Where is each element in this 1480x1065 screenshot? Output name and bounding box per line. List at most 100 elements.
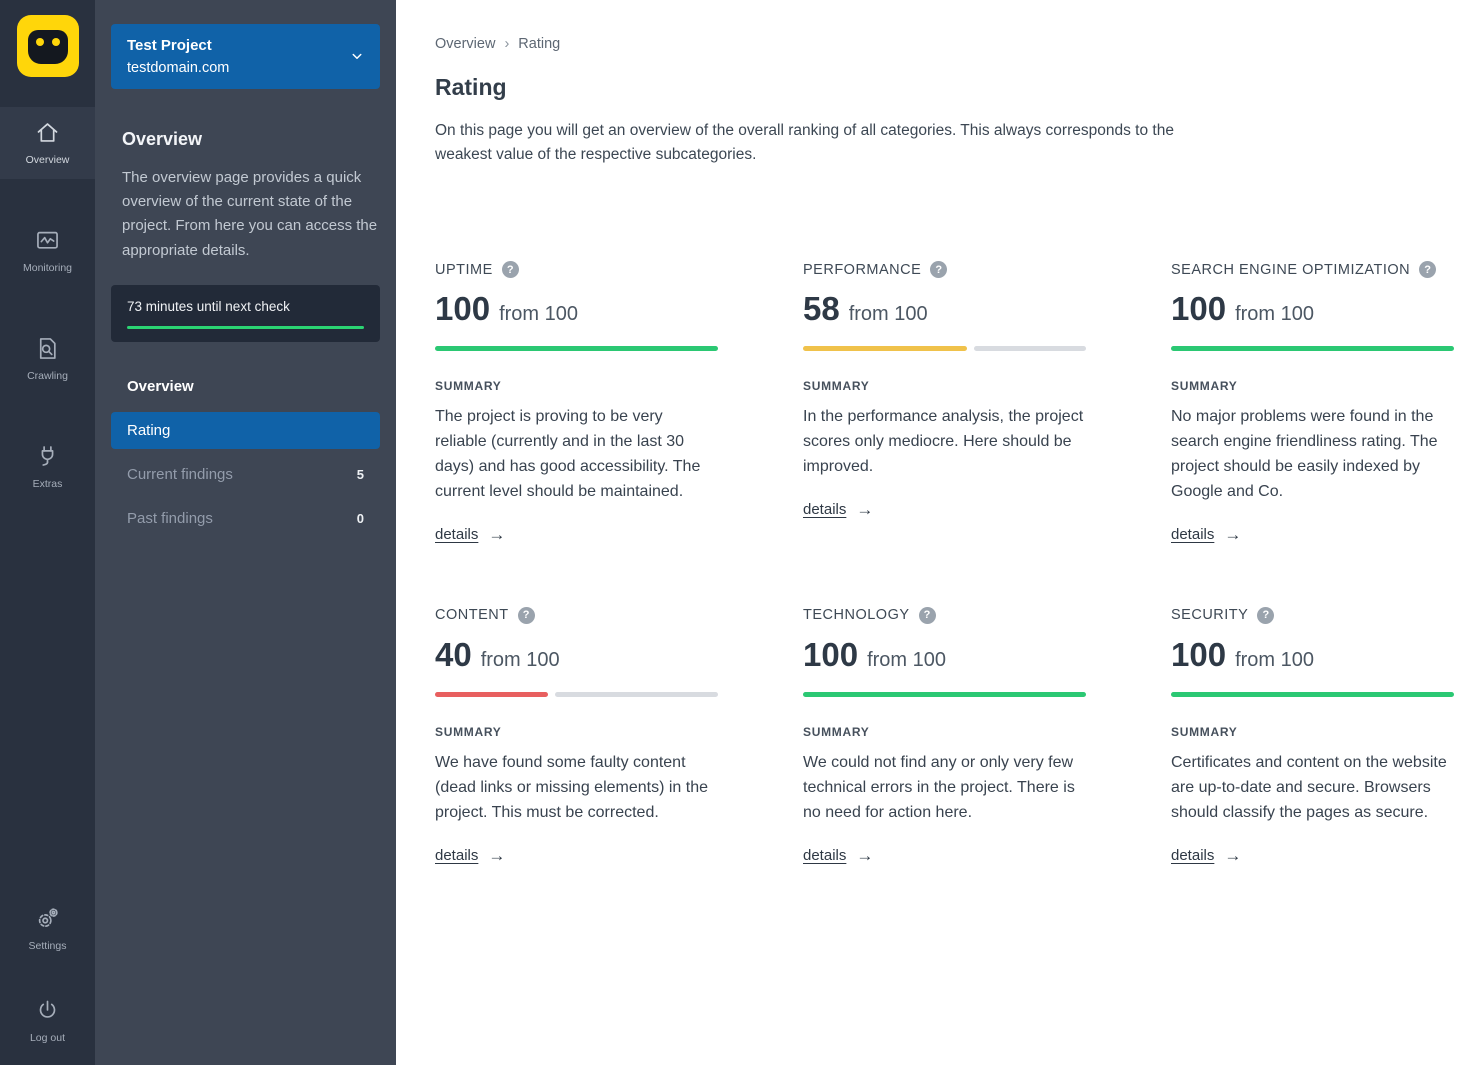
details-link[interactable]: details → (803, 845, 874, 865)
app-logo[interactable] (16, 15, 79, 77)
summary-text: Certificates and content on the website … (1171, 753, 1447, 821)
score-progress-bar (1171, 346, 1454, 352)
menu-item-label: Current findings (127, 465, 233, 483)
rating-card-performance: PERFORMANCE ? 58 from 100 SUMMARY In the… (803, 261, 1086, 545)
next-check-card: 73 minutes until next check (111, 284, 380, 342)
sidebar-item-extras[interactable]: Extras (0, 431, 95, 503)
summary-text: The project is proving to be very reliab… (435, 408, 701, 500)
details-link[interactable]: details → (1171, 845, 1242, 865)
details-link[interactable]: details → (435, 845, 506, 865)
card-title: CONTENT (435, 607, 509, 624)
count-badge: 0 (356, 510, 364, 526)
menu-item-current-findings[interactable]: Current findings 5 (111, 456, 380, 493)
sidebar-item-label: Extras (32, 478, 63, 490)
monitoring-icon (34, 227, 61, 254)
summary-text: We could not find any or only very few t… (803, 753, 1075, 821)
next-check-progress-bar (127, 325, 364, 329)
sidebar-item-overview[interactable]: Overview (0, 107, 95, 179)
project-sidebar: Test Project testdomain.com Overview The… (95, 0, 396, 1065)
arrow-right-icon: → (488, 524, 506, 544)
score-denominator: from 100 (867, 648, 946, 671)
help-icon[interactable]: ? (930, 261, 948, 279)
rail-bottom: Settings Log out (0, 893, 95, 1065)
score-progress-bar (435, 691, 718, 697)
summary-label: SUMMARY (1171, 724, 1238, 739)
summary-label: SUMMARY (1171, 379, 1238, 394)
project-name: Test Project (127, 37, 212, 54)
summary-text: We have found some faulty content (dead … (435, 753, 709, 821)
chevron-down-icon (348, 47, 366, 65)
arrow-right-icon: → (1224, 524, 1242, 544)
menu-item-label: Past findings (127, 509, 213, 527)
card-title: SECURITY (1171, 607, 1249, 624)
score-value: 100 (1171, 635, 1227, 673)
menu-item-overview[interactable]: Overview (111, 368, 380, 405)
score-value: 100 (803, 635, 859, 673)
score-row: 40 from 100 (435, 636, 718, 674)
gear-icon (34, 905, 61, 932)
summary-label: SUMMARY (803, 379, 870, 394)
sidebar-item-monitoring[interactable]: Monitoring (0, 215, 95, 287)
arrow-right-icon: → (488, 845, 506, 865)
panel-description: The overview page provides a quick overv… (122, 168, 378, 259)
card-title: TECHNOLOGY (803, 607, 910, 624)
score-progress-bar (803, 691, 1086, 697)
summary-label: SUMMARY (435, 724, 502, 739)
score-denominator: from 100 (480, 648, 560, 671)
sidebar-item-settings[interactable]: Settings (0, 893, 95, 965)
breadcrumb-overview[interactable]: Overview (435, 36, 496, 52)
score-row: 58 from 100 (803, 290, 1086, 328)
plug-icon (34, 443, 61, 470)
sidebar-item-label: Monitoring (22, 262, 73, 274)
project-selector[interactable]: Test Project testdomain.com (111, 24, 380, 89)
menu-item-rating[interactable]: Rating (111, 411, 380, 449)
help-icon[interactable]: ? (918, 606, 936, 624)
help-icon[interactable]: ? (517, 606, 535, 624)
score-value: 40 (435, 635, 472, 673)
score-value: 100 (1171, 290, 1227, 328)
document-search-icon (34, 335, 61, 362)
details-link[interactable]: details → (1171, 524, 1242, 544)
koality-logo-icon (27, 30, 68, 64)
card-title: PERFORMANCE (803, 261, 922, 278)
arrow-right-icon: → (1224, 845, 1242, 865)
sidebar-item-label: Overview (25, 154, 70, 166)
help-icon[interactable]: ? (1257, 606, 1275, 624)
help-icon[interactable]: ? (501, 261, 519, 279)
sidebar-item-crawling[interactable]: Crawling (0, 323, 95, 395)
score-progress-bar (803, 346, 1086, 352)
rating-card-uptime: UPTIME ? 100 from 100 SUMMARY The projec… (435, 261, 718, 545)
help-icon[interactable]: ? (1419, 261, 1437, 279)
breadcrumb: Overview › Rating (435, 36, 1454, 52)
summary-text: No major problems were found in the sear… (1171, 408, 1438, 500)
score-denominator: from 100 (1235, 303, 1314, 326)
summary-label: SUMMARY (435, 379, 502, 394)
rating-cards-grid: UPTIME ? 100 from 100 SUMMARY The projec… (435, 261, 1454, 866)
project-domain: testdomain.com (127, 59, 230, 76)
sidebar-item-label: Crawling (27, 370, 68, 382)
score-row: 100 from 100 (1171, 636, 1454, 674)
power-icon (34, 997, 61, 1024)
summary-label: SUMMARY (803, 724, 870, 739)
breadcrumb-separator-icon: › (504, 36, 510, 52)
count-badge: 5 (356, 466, 364, 482)
breadcrumb-rating: Rating (518, 36, 561, 52)
project-info: Test Project testdomain.com (127, 35, 229, 78)
details-link[interactable]: details → (803, 499, 874, 519)
home-icon (34, 119, 61, 146)
rating-card-content: CONTENT ? 40 from 100 SUMMARY We have fo… (435, 606, 718, 866)
icon-sidebar: Overview Monitoring Crawling Extras S (0, 0, 95, 1065)
score-row: 100 from 100 (1171, 290, 1454, 328)
panel-section-title: Overview (122, 128, 203, 149)
page-title: Rating (435, 74, 507, 100)
score-value: 100 (435, 290, 491, 328)
sidebar-item-logout[interactable]: Log out (0, 985, 95, 1057)
menu-item-past-findings[interactable]: Past findings 0 (111, 500, 380, 537)
sidebar-item-label: Log out (29, 1032, 66, 1044)
score-value: 58 (803, 290, 840, 328)
main-content: Overview › Rating Rating On this page yo… (396, 0, 1480, 1065)
panel-menu: Overview Rating Current findings 5 Past … (111, 368, 380, 537)
details-link[interactable]: details → (435, 524, 506, 544)
arrow-right-icon: → (856, 499, 874, 519)
score-progress-bar (435, 346, 718, 352)
